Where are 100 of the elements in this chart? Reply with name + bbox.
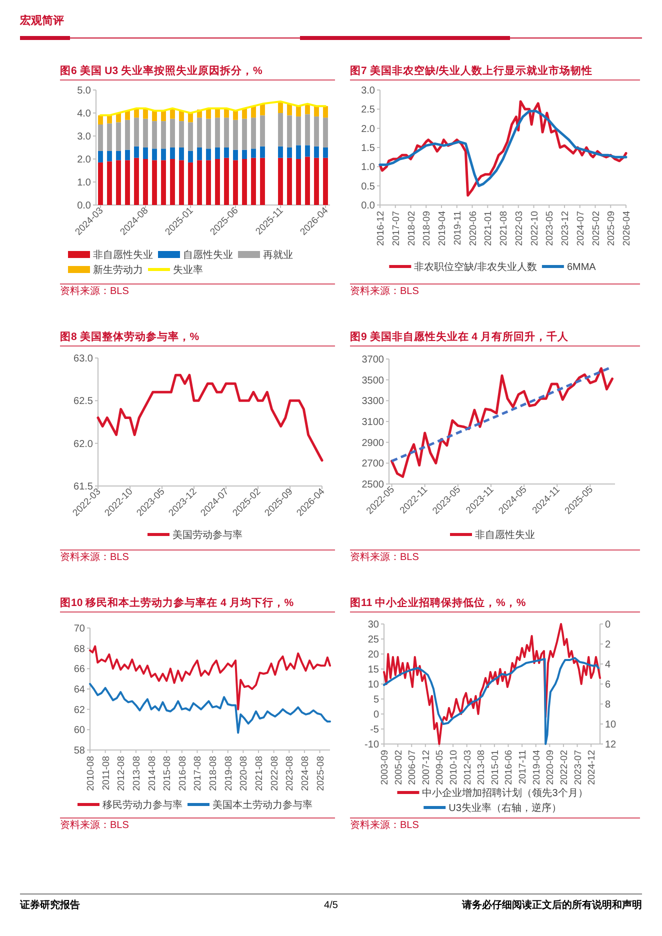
text: 宏观简评: [19, 14, 64, 27]
bar: [188, 113, 193, 122]
bar: [188, 150, 193, 162]
y2-tick-label: 6: [605, 680, 611, 690]
x-tick-label: 2020-08: [238, 756, 250, 791]
bar: [206, 160, 211, 205]
x-tick-label: 2013-08: [131, 756, 142, 791]
x-tick-label: 2023-07: [572, 750, 584, 785]
x-tick-label: 2016-08: [177, 756, 188, 791]
bar: [260, 158, 265, 205]
bar: [233, 160, 238, 205]
bar: [323, 106, 328, 118]
bar: [242, 150, 247, 159]
y-tick-label: 2.0: [361, 124, 376, 135]
x-tick-label: 2010-10: [448, 750, 460, 785]
bar: [260, 104, 265, 116]
x-tick-label: 2025-08: [315, 756, 326, 791]
chart-title: 图9 美国非自愿性失业在 4 月有所回升，千人: [350, 330, 570, 343]
bar: [242, 118, 247, 150]
x-tick-label: 2021-08: [498, 211, 510, 246]
x-tick-label: 2024-07: [575, 211, 586, 246]
y-tick-label: 61.5: [74, 482, 94, 492]
bar: [143, 148, 148, 159]
y-tick-label: 3500: [362, 375, 384, 386]
y-tick-label: 68: [74, 644, 86, 655]
y-tick-label: 58: [74, 746, 86, 756]
bar: [134, 158, 139, 205]
x-tick-label: 2019-04: [437, 211, 448, 246]
bar: [125, 120, 130, 150]
y-tick-label: 3300: [362, 396, 384, 408]
text: 资料来源：BLS: [60, 819, 130, 831]
legend-label: 失业率: [173, 264, 203, 276]
bar: [287, 104, 292, 116]
y-tick-label: 62.5: [74, 396, 94, 408]
y-tick-label: 2.0: [77, 154, 92, 166]
x-tick-label: 2005-02: [393, 750, 404, 785]
bar: [98, 150, 103, 162]
text: 资料来源：BLS: [60, 551, 130, 563]
bar: [161, 110, 166, 122]
line-series: [89, 645, 331, 710]
line-series: [383, 623, 601, 745]
bar: [314, 106, 319, 116]
bar: [152, 110, 157, 122]
y2-tick-label: 10: [605, 720, 617, 730]
chart-title: 图7 美国非农空缺/失业人数上行显示就业市场韧性: [350, 64, 593, 77]
y-tick-label: 30: [368, 620, 380, 630]
line-series: [100, 100, 326, 116]
bar: [233, 120, 238, 150]
bar: [143, 159, 148, 205]
bar: [296, 106, 301, 116]
y-tick-label: 5.0: [77, 86, 92, 96]
bar: [296, 145, 301, 159]
y-tick-label: 2.5: [361, 104, 376, 116]
x-tick-label: 2019-11: [452, 211, 464, 246]
bar: [251, 118, 256, 149]
bar: [116, 160, 121, 205]
x-tick-label: 2023-12: [560, 211, 571, 246]
legend-label: 移民劳动力参与率: [102, 799, 182, 811]
bar: [215, 148, 220, 159]
x-tick-label: 2025-02: [590, 211, 602, 246]
bar: [152, 160, 157, 205]
x-tick-label: 2011-08: [100, 756, 112, 790]
bar: [107, 123, 112, 151]
bar: [116, 122, 121, 151]
line-series: [378, 110, 628, 188]
x-tick-label: 2023-08: [284, 756, 296, 791]
bar: [170, 148, 175, 159]
x-tick-label: 2026-04: [622, 211, 632, 246]
bar: [161, 121, 166, 149]
bar: [215, 159, 220, 205]
x-tick-label: 2022-08: [269, 756, 280, 791]
y-tick-label: 2700: [362, 458, 384, 470]
x-tick-label: 2018-02: [406, 211, 418, 246]
bar: [215, 118, 220, 148]
bar: [170, 118, 175, 148]
x-tick-label: 2017-11: [518, 750, 529, 784]
bar: [251, 148, 256, 158]
bar: [116, 150, 121, 160]
y-tick-label: 1.5: [361, 143, 376, 154]
y2-tick-label: 12: [605, 740, 617, 750]
bar: [98, 162, 103, 205]
x-tick-label: 2015-08: [162, 756, 174, 791]
bar: [323, 158, 328, 205]
y-tick-label: 25: [368, 634, 380, 646]
legend-label: 美国劳动参与率: [172, 529, 242, 541]
x-tick-label: 2013-08: [476, 750, 488, 785]
y-tick-label: 0.0: [77, 200, 92, 212]
bar: [206, 118, 211, 149]
bar: [197, 148, 202, 160]
bar: [233, 150, 238, 160]
x-tick-label: 2018-09: [422, 211, 433, 246]
bar: [278, 146, 283, 158]
bar: [314, 158, 319, 205]
x-tick-label: 2025-09: [606, 211, 618, 246]
legend-label: 再就业: [263, 249, 293, 261]
legend-label: 非自愿性失业: [475, 529, 535, 541]
y-tick-label: 5: [373, 694, 380, 706]
x-tick-label: 2022-02: [558, 750, 570, 785]
bar: [134, 118, 139, 146]
legend-label: 自愿性失业: [183, 249, 233, 261]
